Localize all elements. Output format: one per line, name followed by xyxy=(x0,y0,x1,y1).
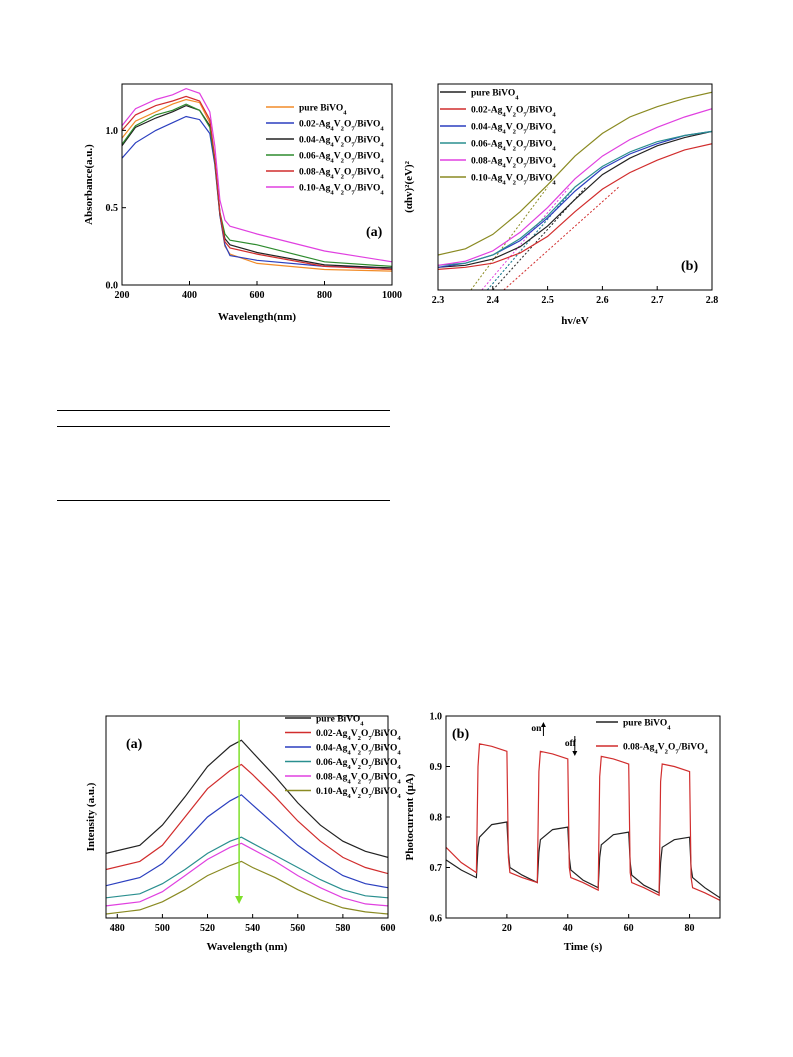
x-axis-label: Wavelength(nm) xyxy=(218,311,297,323)
legend-entry: 0.02-Ag4V2O7/BiVO4 xyxy=(471,106,556,119)
legend-entry: pure BiVO4 xyxy=(471,89,519,102)
legend-entry: 0.04-Ag4V2O7/BiVO4 xyxy=(316,744,401,757)
series-line-5 xyxy=(438,91,712,256)
legend-entry: 0.08-Ag4V2O7/BiVO4 xyxy=(299,168,384,181)
legend-entry: pure BiVO4 xyxy=(623,719,671,732)
x-tick-label: 580 xyxy=(335,923,350,934)
y-tick-label: 0.7 xyxy=(430,863,443,874)
series-line-1 xyxy=(446,743,720,901)
series-line-4 xyxy=(122,95,392,271)
series-line-1 xyxy=(106,763,388,875)
series-line-5 xyxy=(106,860,388,915)
x-tick-label: 600 xyxy=(381,923,396,934)
legend-entry: 0.02-Ag4V2O7/BiVO4 xyxy=(316,729,401,742)
x-tick-label: 800 xyxy=(317,290,332,301)
series-line-1 xyxy=(438,143,712,270)
chart-panel-absorbance: 200 400 600 800 1000 0.0 0.5 1.0 Wavelength(nm) A… xyxy=(83,83,402,323)
x-tick-label: 2.7 xyxy=(651,295,664,306)
legend-entry: 0.04-Ag4V2O7/BiVO4 xyxy=(471,123,556,136)
on-arrow-head xyxy=(540,722,546,727)
legend-entry: 0.10-Ag4V2O7/BiVO4 xyxy=(471,174,556,187)
tangent-line xyxy=(481,186,570,290)
x-tick-label: 2.5 xyxy=(541,295,554,306)
series-line-3 xyxy=(438,130,712,266)
y-tick-label: 1.0 xyxy=(106,126,119,137)
y-axis-label: (αhv)²(eV)² xyxy=(403,160,415,213)
on-annotation: on xyxy=(531,724,542,734)
plot-frame xyxy=(437,83,713,291)
x-tick-label: 60 xyxy=(624,923,634,934)
y-tick-label: 0.6 xyxy=(430,914,443,925)
x-tick-label: 1000 xyxy=(382,290,402,301)
legend-entry: pure BiVO4 xyxy=(316,715,364,728)
y-tick-label: 0.0 xyxy=(106,281,119,292)
x-tick-label: 600 xyxy=(250,290,265,301)
x-tick-label: 2.4 xyxy=(487,295,500,306)
panel-label: (b) xyxy=(681,259,698,274)
x-tick-label: 80 xyxy=(685,923,695,934)
series-line-5 xyxy=(122,87,392,263)
y-tick-label: 0.8 xyxy=(430,813,443,824)
tangent-line xyxy=(503,186,620,290)
chart-panel-tauc: 2.3 2.4 2.5 2.6 2.7 2.8 hv/eV (αhv)²(eV)² (b) pur… xyxy=(403,83,719,327)
x-tick-label: 2.3 xyxy=(432,295,445,306)
x-tick-label: 560 xyxy=(290,923,305,934)
x-axis-label: hv/eV xyxy=(561,315,589,327)
x-axis-label: Wavelength (nm) xyxy=(207,941,288,953)
trend-arrow-head xyxy=(235,896,244,904)
table-top-rule xyxy=(57,410,390,411)
y-axis-label: Absorbance(a.u.) xyxy=(83,144,95,225)
series-line-4 xyxy=(438,108,712,266)
legend-entry: 0.02-Ag4V2O7/BiVO4 xyxy=(299,120,384,133)
y-tick-label: 0.9 xyxy=(430,762,443,773)
legend-entry: 0.08-Ag4V2O7/BiVO4 xyxy=(623,743,708,756)
series-line-3 xyxy=(106,836,388,899)
series-line-0 xyxy=(446,821,720,899)
legend-entry: 0.06-Ag4V2O7/BiVO4 xyxy=(299,152,384,165)
y-axis-label: Intensity (a.u.) xyxy=(85,782,97,851)
legend-entry: pure BiVO4 xyxy=(299,104,347,117)
legend-entry: 0.04-Ag4V2O7/BiVO4 xyxy=(299,136,384,149)
x-tick-label: 20 xyxy=(502,923,512,934)
plot-frame xyxy=(105,715,389,919)
chart-panel-pl: 480 500 520 540 560 580 600 Wavelength (nm) Inte… xyxy=(85,715,401,954)
legend-entry: 0.10-Ag4V2O7/BiVO4 xyxy=(299,184,384,197)
y-tick-label: 1.0 xyxy=(430,712,443,723)
legend-entry: 0.06-Ag4V2O7/BiVO4 xyxy=(471,140,556,153)
x-tick-label: 400 xyxy=(182,290,197,301)
tangent-line xyxy=(486,186,576,290)
x-tick-label: 520 xyxy=(200,923,215,934)
y-axis-label: Photocurrent (μA) xyxy=(404,773,416,860)
legend-entry: 0.10-Ag4V2O7/BiVO4 xyxy=(316,787,401,800)
off-annotation: off xyxy=(565,739,577,749)
series-line-3 xyxy=(122,103,392,267)
panel-label: (b) xyxy=(452,727,469,742)
legend-entry: 0.08-Ag4V2O7/BiVO4 xyxy=(316,773,401,786)
x-axis-label: Time (s) xyxy=(564,941,603,953)
x-tick-label: 200 xyxy=(115,290,130,301)
table-header-rule xyxy=(57,426,390,427)
x-tick-label: 540 xyxy=(245,923,260,934)
x-tick-label: 500 xyxy=(155,923,170,934)
x-tick-label: 480 xyxy=(110,923,125,934)
x-tick-label: 2.6 xyxy=(596,295,609,306)
legend-entry: 0.08-Ag4V2O7/BiVO4 xyxy=(471,157,556,170)
series-line-0 xyxy=(438,130,712,268)
chart-panel-photocurrent: 20 40 60 80 0.6 0.7 0.8 0.9 1.0 Time (s) Photocurr… xyxy=(404,712,721,953)
off-arrow-head xyxy=(572,751,578,756)
x-tick-label: 2.8 xyxy=(706,295,719,306)
tangent-line xyxy=(492,186,587,290)
series-line-0 xyxy=(106,739,388,858)
panel-label: (a) xyxy=(366,225,383,240)
panel-label: (a) xyxy=(126,737,143,752)
y-tick-label: 0.5 xyxy=(106,203,119,214)
x-tick-label: 40 xyxy=(563,923,573,934)
table-bottom-rule xyxy=(57,500,390,501)
tangent-line xyxy=(470,186,549,290)
series-line-1 xyxy=(122,115,392,269)
series-line-4 xyxy=(106,842,388,907)
legend-entry: 0.06-Ag4V2O7/BiVO4 xyxy=(316,758,401,771)
series-line-2 xyxy=(106,794,388,889)
